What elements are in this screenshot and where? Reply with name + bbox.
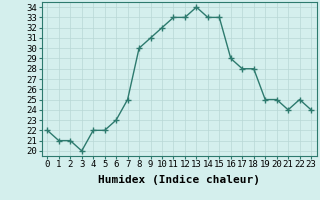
- X-axis label: Humidex (Indice chaleur): Humidex (Indice chaleur): [98, 175, 260, 185]
